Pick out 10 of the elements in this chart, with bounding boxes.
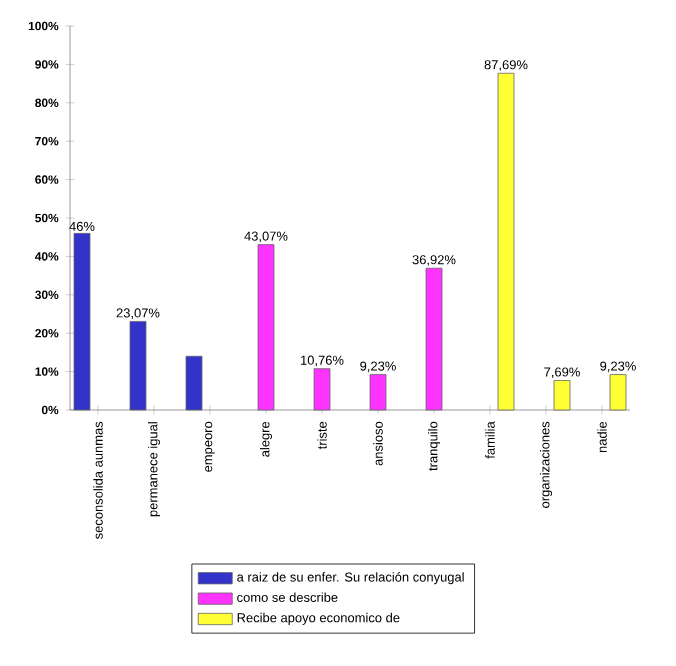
bar — [553, 380, 571, 411]
bar — [425, 267, 443, 411]
bar — [129, 321, 147, 411]
bar — [497, 72, 515, 411]
bar — [313, 368, 331, 411]
bar — [369, 374, 387, 411]
bar — [185, 355, 203, 411]
bar — [73, 232, 91, 411]
bar — [609, 374, 627, 411]
bar — [257, 244, 275, 411]
